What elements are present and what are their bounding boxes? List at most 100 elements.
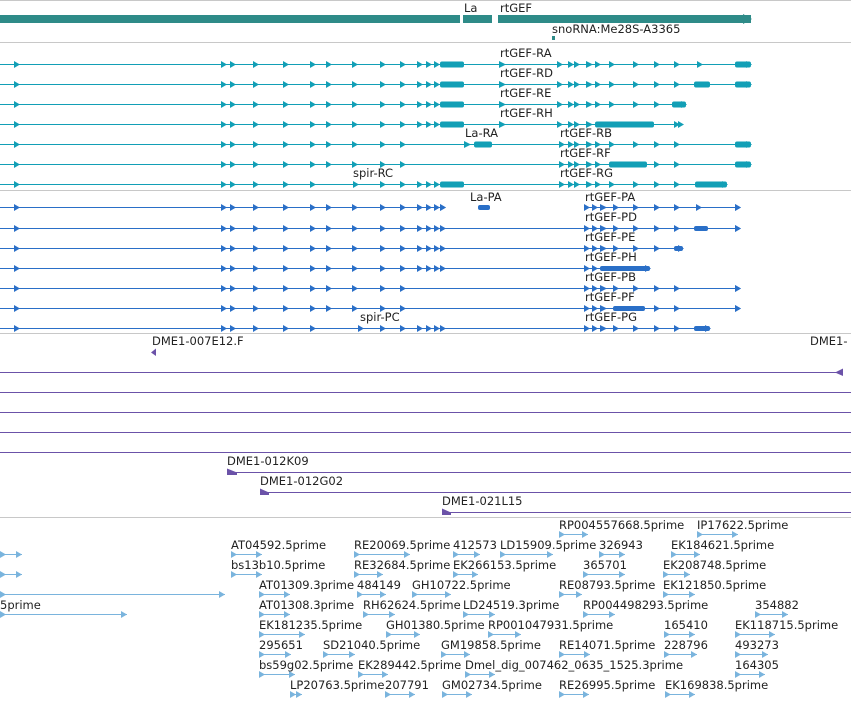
protein-rtgef-pg[interactable]: rtGEF-PG bbox=[585, 310, 637, 324]
transcript-exon-chevron bbox=[400, 61, 406, 68]
protein-la-pa[interactable]: La-PA bbox=[0, 190, 502, 211]
protein-spir-pc[interactable]: spir-PC bbox=[0, 310, 711, 332]
transcript-rtgef-rh[interactable]: rtGEF-RH bbox=[0, 106, 684, 128]
est-feature[interactable] bbox=[231, 571, 262, 578]
gene-rtgef[interactable]: rtGEF bbox=[500, 1, 532, 15]
est-feature[interactable] bbox=[697, 531, 738, 538]
transcript-exon-chevron bbox=[283, 81, 289, 88]
transcript-rtgef-re[interactable]: rtGEF-RE bbox=[0, 86, 687, 108]
est-feature[interactable] bbox=[559, 531, 588, 538]
est-feature[interactable] bbox=[488, 631, 521, 638]
est-feature[interactable] bbox=[0, 551, 22, 558]
transcript-spir-rc[interactable]: spir-RC bbox=[0, 166, 728, 188]
protein-rtgef-pa[interactable]: rtGEF-PA bbox=[584, 190, 741, 211]
est-feature[interactable] bbox=[323, 651, 355, 658]
est-feature[interactable] bbox=[441, 651, 470, 658]
bac-clone-6[interactable]: DME1-012K09 bbox=[227, 454, 851, 475]
est-feature[interactable] bbox=[583, 571, 625, 578]
est-feature[interactable] bbox=[0, 611, 127, 618]
gene-la[interactable]: La bbox=[0, 1, 752, 24]
protein-exon-chevron bbox=[380, 325, 386, 332]
est-feature[interactable] bbox=[671, 551, 700, 558]
est-feature[interactable] bbox=[231, 551, 262, 558]
est-feature[interactable] bbox=[442, 691, 472, 698]
est-end-marker bbox=[609, 611, 615, 618]
transcript-rtgef-rd[interactable]: rtGEF-RD bbox=[0, 66, 752, 88]
est-feature[interactable] bbox=[259, 671, 295, 678]
est-start-marker bbox=[671, 551, 677, 558]
est-feature[interactable] bbox=[385, 691, 415, 698]
bac-clone-8[interactable]: DME1-021L15 bbox=[442, 494, 851, 515]
protein-exon-chevron bbox=[326, 245, 332, 252]
est-feature[interactable] bbox=[664, 631, 695, 638]
est-feature[interactable] bbox=[259, 631, 305, 638]
protein-exon-chevron bbox=[230, 204, 236, 211]
est-feature[interactable] bbox=[453, 571, 478, 578]
est-feature[interactable] bbox=[664, 651, 697, 658]
protein-rtgef-ph[interactable]: rtGEF-PH bbox=[0, 250, 651, 272]
est-feature[interactable] bbox=[663, 571, 690, 578]
est-feature[interactable] bbox=[357, 591, 386, 598]
est-feature[interactable] bbox=[259, 651, 291, 658]
est-feature[interactable] bbox=[386, 631, 420, 638]
est-feature[interactable] bbox=[259, 591, 290, 598]
est-feature[interactable] bbox=[363, 611, 395, 618]
transcript-exon-chevron bbox=[14, 81, 20, 88]
est-feature[interactable] bbox=[354, 551, 410, 558]
est-feature[interactable] bbox=[358, 671, 388, 678]
transcript-exon-chevron bbox=[14, 121, 20, 128]
est-feature[interactable] bbox=[599, 551, 625, 558]
est-feature[interactable] bbox=[583, 611, 615, 618]
protein-exon-chevron bbox=[584, 285, 590, 292]
transcript-la-ra[interactable]: La-RA bbox=[0, 126, 752, 148]
gene-snorna-me28s-a3365[interactable]: snoRNA:Me28S-A3365 bbox=[552, 22, 680, 40]
protein-rtgef-pb[interactable]: rtGEF-PB bbox=[0, 270, 741, 292]
transcript-rtgef-ra[interactable]: rtGEF-RA bbox=[0, 46, 752, 68]
protein-exon-chevron bbox=[600, 285, 607, 292]
est-feature[interactable] bbox=[290, 691, 302, 698]
transcript-exon-chevron bbox=[574, 181, 580, 188]
est-feature[interactable] bbox=[453, 551, 480, 558]
transcript-exon bbox=[440, 81, 464, 88]
transcript-exon bbox=[595, 121, 654, 128]
est-end-marker bbox=[285, 651, 291, 658]
est-feature[interactable] bbox=[500, 551, 553, 558]
est-start-marker bbox=[231, 571, 237, 578]
est-feature[interactable] bbox=[735, 631, 775, 638]
transcript-exon-chevron bbox=[586, 181, 593, 188]
est-feature[interactable] bbox=[412, 591, 451, 598]
est-label: Dmel_dig_007462_0635_1525.3prime bbox=[465, 658, 683, 672]
est-feature[interactable] bbox=[559, 651, 590, 658]
est-feature[interactable] bbox=[735, 671, 765, 678]
transcript-rtgef-rg[interactable]: rtGEF-RG bbox=[560, 166, 613, 180]
est-feature[interactable] bbox=[559, 691, 589, 698]
est-feature[interactable] bbox=[354, 571, 383, 578]
transcript-exon-chevron bbox=[400, 141, 406, 148]
transcript-exon-chevron bbox=[221, 121, 227, 128]
transcript-exon-chevron bbox=[464, 141, 471, 148]
est-feature[interactable] bbox=[663, 591, 695, 598]
est-feature[interactable] bbox=[463, 611, 495, 618]
protein-rtgef-pf[interactable]: rtGEF-PF bbox=[0, 290, 741, 312]
transcript-rtgef-rb[interactable]: rtGEF-RB bbox=[560, 126, 612, 140]
est-feature[interactable] bbox=[735, 651, 768, 658]
est-feature[interactable] bbox=[559, 591, 582, 598]
protein-exon-chevron bbox=[592, 225, 598, 232]
bac-clone-7[interactable]: DME1-012G02 bbox=[260, 474, 851, 495]
protein-rtgef-pe[interactable]: rtGEF-PE bbox=[0, 230, 684, 252]
bac-clone-0[interactable]: DME1-007E12.F bbox=[151, 334, 244, 356]
est-feature[interactable] bbox=[465, 671, 495, 678]
est-feature[interactable] bbox=[259, 611, 290, 618]
transcript-rtgef-rf[interactable]: rtGEF-RF bbox=[0, 146, 752, 168]
est-start-marker bbox=[665, 691, 671, 698]
est-feature[interactable] bbox=[0, 571, 22, 578]
protein-exon-chevron bbox=[674, 305, 680, 312]
est-feature[interactable] bbox=[0, 591, 225, 598]
bac-clone-1[interactable]: DME1- bbox=[0, 334, 848, 376]
est-feature[interactable] bbox=[665, 691, 695, 698]
est-feature[interactable] bbox=[755, 611, 788, 618]
protein-exon-chevron bbox=[654, 225, 660, 232]
transcript-exon-chevron bbox=[417, 181, 423, 188]
protein-rtgef-pd[interactable]: rtGEF-PD bbox=[0, 210, 741, 232]
protein-exon-chevron bbox=[221, 204, 227, 211]
